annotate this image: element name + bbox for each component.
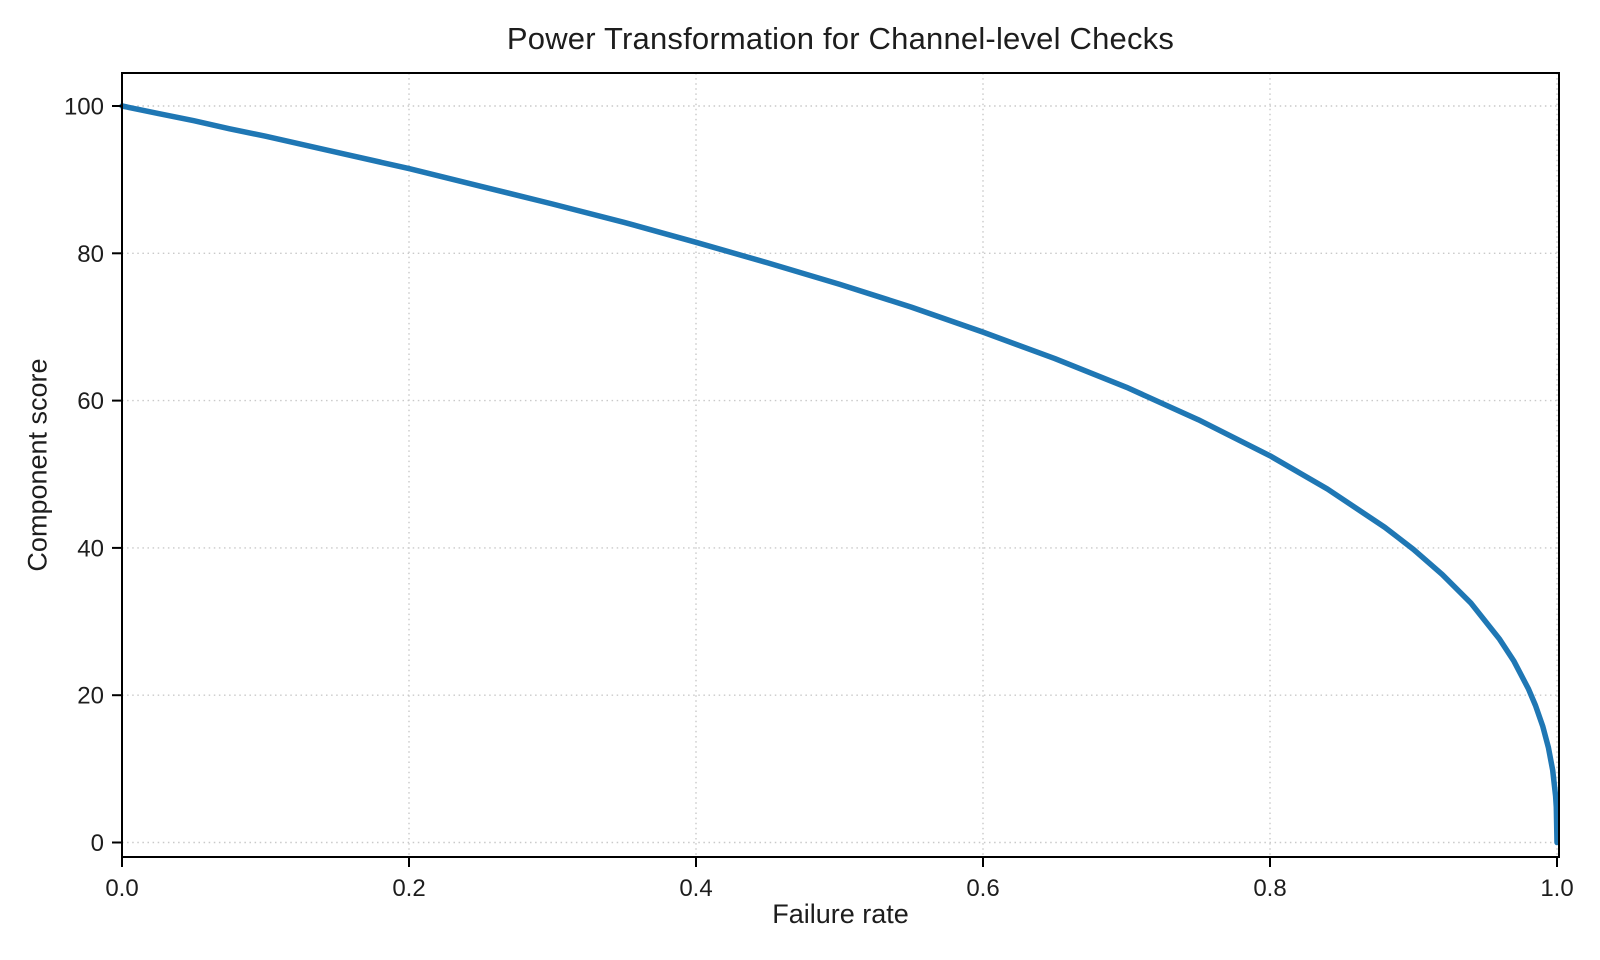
y-tick-label: 20 bbox=[77, 683, 104, 710]
y-tick-label: 0 bbox=[91, 830, 104, 857]
x-tick-label: 0.0 bbox=[105, 875, 138, 902]
x-tick-label: 0.4 bbox=[679, 875, 712, 902]
y-tick-label: 100 bbox=[64, 94, 104, 121]
chart-title: Power Transformation for Channel-level C… bbox=[506, 21, 1175, 56]
x-tick-label: 0.2 bbox=[392, 875, 425, 902]
x-tick-label: 0.6 bbox=[966, 875, 999, 902]
y-tick-label: 60 bbox=[77, 388, 104, 415]
component-score-curve bbox=[119, 103, 1560, 846]
x-axis-label: Failure rate bbox=[772, 899, 909, 929]
x-tick-label: 0.8 bbox=[1253, 875, 1286, 902]
y-axis-label: Component score bbox=[22, 358, 53, 572]
y-tick-label: 40 bbox=[77, 535, 104, 562]
y-tick-label: 80 bbox=[77, 241, 104, 268]
plot-border bbox=[121, 72, 1560, 858]
x-tick-label: 1.0 bbox=[1540, 875, 1573, 902]
